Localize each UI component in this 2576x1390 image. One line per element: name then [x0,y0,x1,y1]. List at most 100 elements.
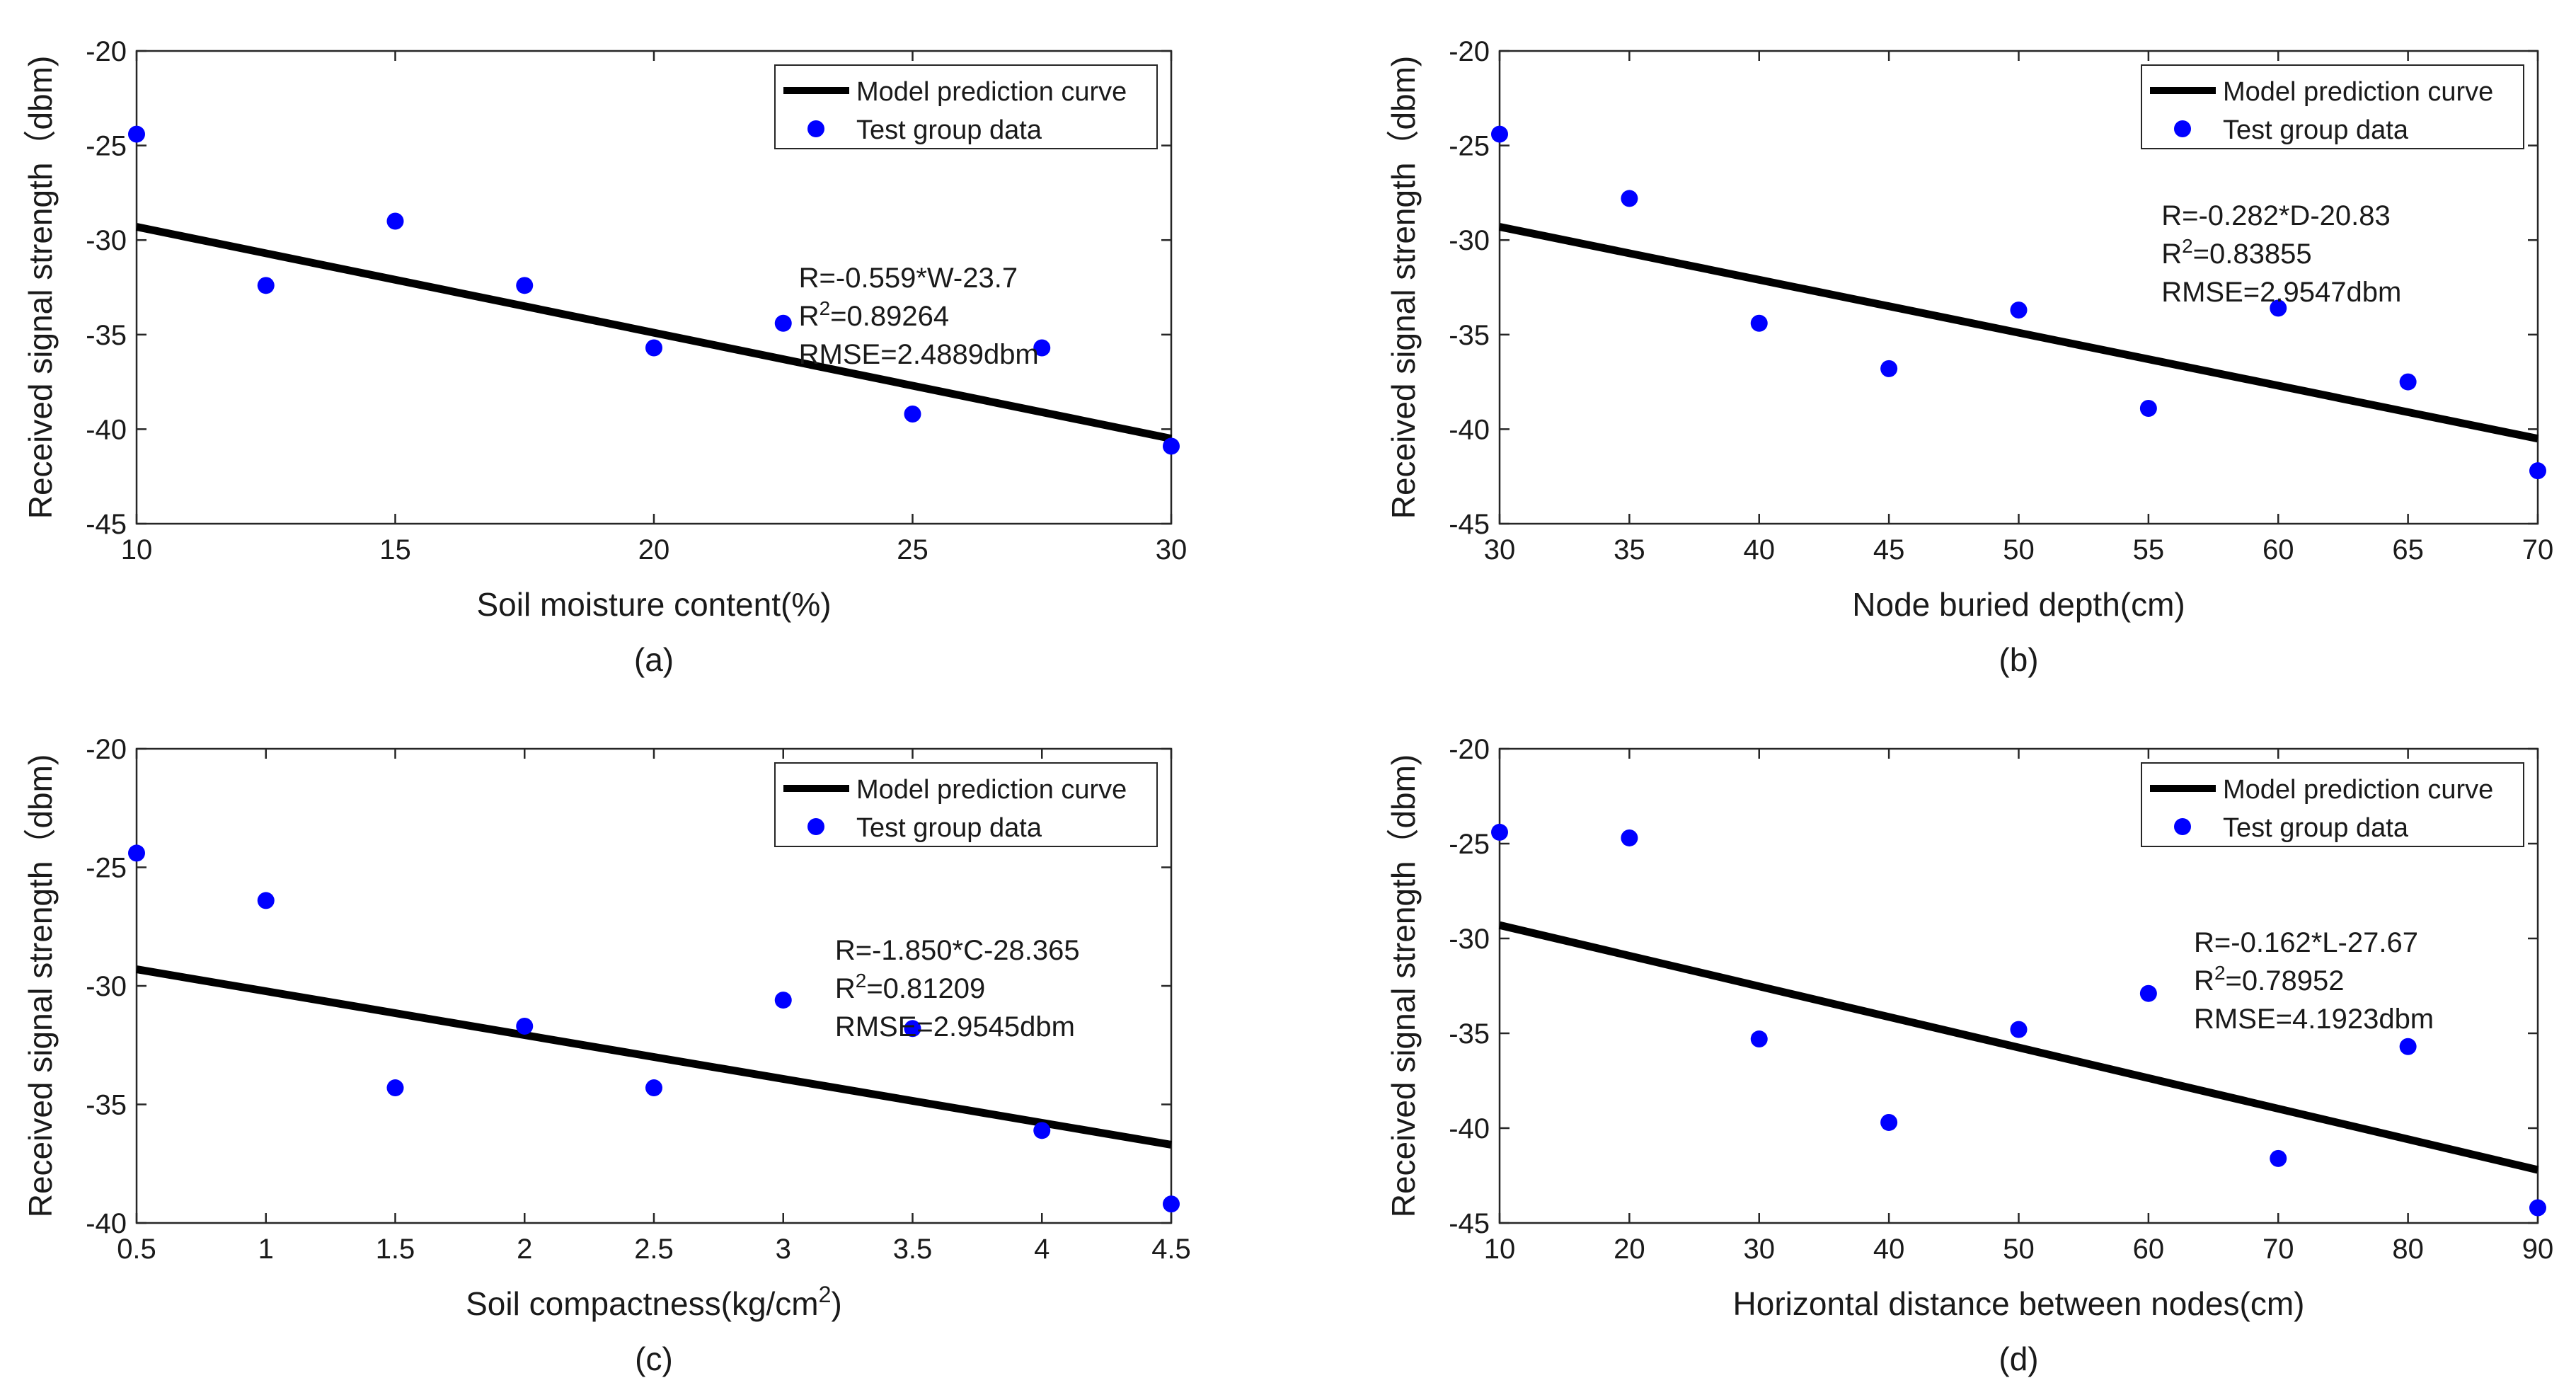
legend: Model prediction curve Test group data [774,64,1158,149]
test-data-point [645,339,662,357]
test-data-point [2270,1149,2287,1167]
y-tick-label: -40 [1449,414,1490,445]
test-data-point [2529,1199,2546,1217]
x-tick-label: 4.5 [1151,1234,1191,1265]
test-data-point [2270,299,2287,317]
test-data-point [1033,1122,1051,1139]
model-prediction-line [135,223,1173,443]
x-tick-label: 55 [2133,534,2165,565]
test-data-point [1163,437,1180,455]
chart-panel-c: 0.5 1 1.5 2 2.5 3 3.5 4 4.5 -20 -25 -30 -35 -40 Soil c… [22,734,1191,1377]
test-data-point [904,406,921,423]
x-tick-label: 20 [1614,1234,1645,1265]
test-data-point [1491,823,1508,841]
x-tick-label: 35 [1614,534,1645,565]
y-tick-label: -40 [86,414,127,445]
x-tick-label: 70 [2522,534,2554,565]
annotation-text: RMSE=2.9545dbm [835,1011,1075,1042]
y-axis-label: Received signal strength（dbm) [22,56,59,519]
x-tick-label: 30 [1156,534,1188,565]
legend-point-swatch [2174,120,2191,137]
x-tick-label: 45 [1873,534,1905,565]
chart-panel-d: 10 20 30 40 50 60 70 80 90 -20 -25 -30 -35 -40 -45 Hori… [1385,734,2553,1377]
x-tick-label: 65 [2392,534,2424,565]
subplot-caption: (c) [635,1340,673,1377]
x-tick-label: 2 [517,1234,532,1265]
x-tick-label: 2.5 [634,1234,674,1265]
model-prediction-line [1498,921,2539,1174]
chart-panel-a: 10 15 20 25 30 -20 -25 -30 -35 -40 -45 Soil moistur… [22,36,1187,678]
subplot-caption: (a) [634,641,674,678]
x-tick-label: 80 [2392,1234,2424,1265]
legend-line-label: Model prediction curve [2223,775,2493,805]
y-tick-label: -45 [1449,1208,1490,1239]
test-data-point [1750,314,1768,332]
y-tick-label: -20 [86,36,127,67]
test-data-point [2010,1021,2028,1038]
legend-line-label: Model prediction curve [856,775,1127,805]
x-tick-label: 70 [2262,1234,2294,1265]
y-axis-label: Received signal strength（dbm) [22,754,59,1218]
y-tick-label: -30 [1449,225,1490,256]
x-axis-label: Node buried depth(cm) [1852,586,2185,623]
y-tick-label: -35 [1449,320,1490,351]
x-tick-label: 3.5 [893,1234,933,1265]
model-prediction-line [1498,223,2539,443]
x-tick-label: 20 [638,534,670,565]
test-data-point [2529,462,2546,480]
test-data-point [1621,829,1638,846]
y-axis-label: Received signal strength（dbm) [1385,56,1422,519]
legend-points-label: Test group data [856,115,1042,145]
x-tick-label: 30 [1744,1234,1776,1265]
y-tick-label: -25 [1449,131,1490,162]
y-tick-label: -35 [86,1090,127,1121]
annotation-text: R=-0.282*D-20.83 [2161,200,2391,231]
subplot-caption: (d) [1999,1340,2038,1377]
y-tick-label: -35 [86,320,127,351]
test-data-point [1880,360,1898,377]
x-tick-label: 40 [1744,534,1776,565]
x-tick-label: 10 [1484,1234,1516,1265]
legend-points-label: Test group data [2223,115,2409,145]
legend-box [774,64,1158,149]
x-tick-label: 10 [121,534,153,565]
test-data-point [904,1020,921,1038]
test-data-point [774,992,792,1009]
test-data-point [2139,400,2157,418]
legend-line-label: Model prediction curve [2223,77,2493,107]
test-data-point [2010,301,2028,319]
legend-line-label: Model prediction curve [856,77,1127,107]
y-tick-label: -20 [86,734,127,765]
legend-point-swatch [807,120,824,137]
test-data-point [516,1017,534,1035]
y-tick-label: -40 [86,1208,127,1239]
test-data-point [128,125,145,143]
test-data-point [386,1079,404,1097]
x-tick-label: 1.5 [376,1234,415,1265]
test-data-point [2139,984,2157,1002]
test-data-point [2399,1038,2417,1055]
x-tick-label: 40 [1873,1234,1905,1265]
test-data-point [516,277,534,294]
test-data-point [257,892,275,909]
subplot-caption: (b) [1999,641,2038,678]
x-tick-label: 60 [2133,1234,2165,1265]
annotation-text: R=-0.559*W-23.7 [799,263,1018,294]
test-data-point [257,277,275,294]
test-data-point [1750,1030,1768,1048]
legend: Model prediction curve Test group data [2141,64,2524,149]
annotation-text: R=-0.162*L-27.67 [2194,927,2418,958]
annotation-text: RMSE=2.9547dbm [2161,277,2401,308]
y-tick-label: -20 [1449,36,1490,67]
x-axis-label: Soil compactness(kg/cm2) [466,1282,842,1322]
test-data-point [774,314,792,332]
y-tick-label: -30 [86,225,127,256]
chart-panel-b: 30 35 40 45 50 55 60 65 70 -20 -25 -30 -35 -40 -45 Node… [1385,36,2553,678]
x-tick-label: 4 [1034,1234,1050,1265]
test-data-point [1163,1195,1180,1213]
x-tick-label: 15 [379,534,411,565]
legend: Model prediction curve Test group data [2141,762,2524,847]
x-tick-label: 1 [258,1234,274,1265]
annotation-text: R=-1.850*C-28.365 [835,935,1080,966]
y-tick-label: -25 [86,853,127,884]
